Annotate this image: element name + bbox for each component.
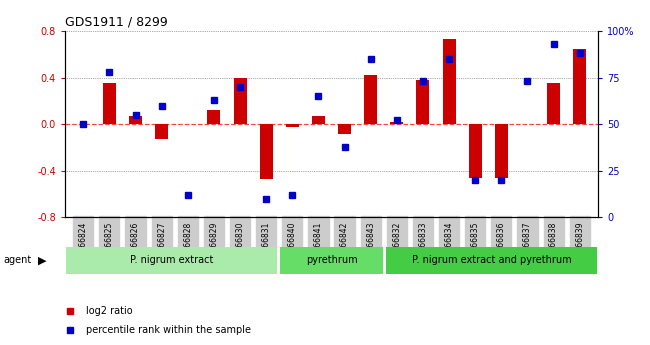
Bar (286, 124, 299, 127)
Bar (129, 116, 142, 124)
Bar (338, 124, 351, 134)
Bar (469, 124, 482, 178)
Text: ▶: ▶ (38, 256, 46, 265)
Bar (66, 246, 277, 275)
Text: P. nigrum extract: P. nigrum extract (130, 255, 213, 265)
Bar (312, 116, 325, 124)
Text: pyrethrum: pyrethrum (306, 255, 358, 265)
Bar (547, 83, 560, 124)
Bar (155, 124, 168, 139)
Bar (259, 124, 273, 179)
Bar (364, 75, 377, 124)
Bar (443, 39, 456, 124)
Text: P. nigrum extract and pyrethrum: P. nigrum extract and pyrethrum (411, 255, 571, 265)
Text: log2 ratio: log2 ratio (86, 306, 133, 316)
Bar (103, 83, 116, 124)
Bar (573, 49, 586, 124)
Bar (390, 122, 404, 124)
Bar (207, 110, 220, 124)
Bar (280, 246, 384, 275)
Bar (233, 78, 246, 124)
Bar (417, 80, 430, 124)
Bar (495, 124, 508, 178)
Text: agent: agent (3, 256, 31, 265)
Text: percentile rank within the sample: percentile rank within the sample (86, 325, 252, 335)
Bar (386, 246, 597, 275)
Text: GDS1911 / 8299: GDS1911 / 8299 (65, 16, 168, 29)
